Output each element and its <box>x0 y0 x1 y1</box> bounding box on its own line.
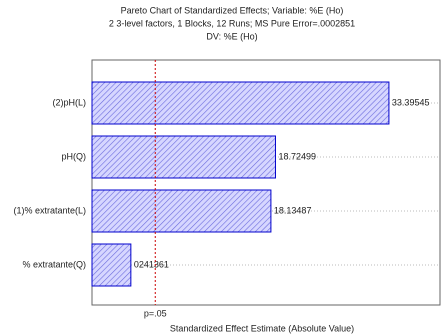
bar <box>91 243 132 287</box>
value-label: 18.72499 <box>278 151 316 161</box>
value-label: 0241361 <box>134 259 169 269</box>
value-label: 18.13487 <box>274 205 312 215</box>
chart-subtitle: 2 3-level factors, 1 Blocks, 12 Runs; MS… <box>109 18 355 28</box>
x-axis-label: Standardized Effect Estimate (Absolute V… <box>170 323 354 333</box>
reference-label: p=.05 <box>144 308 167 318</box>
bar <box>91 189 272 233</box>
bar <box>91 81 390 125</box>
plot-frame <box>91 59 441 306</box>
value-label: 33.39545 <box>392 97 430 107</box>
y-tick-label: (1)% extratante(L) <box>13 205 86 215</box>
y-tick-label: pH(Q) <box>62 151 87 161</box>
y-tick-label: % extratante(Q) <box>22 259 86 269</box>
chart-subtitle: DV: %E (Ho) <box>206 31 257 41</box>
y-tick-label: (2)pH(L) <box>52 97 86 107</box>
bar <box>91 135 276 179</box>
chart-title: Pareto Chart of Standardized Effects; Va… <box>121 5 344 15</box>
